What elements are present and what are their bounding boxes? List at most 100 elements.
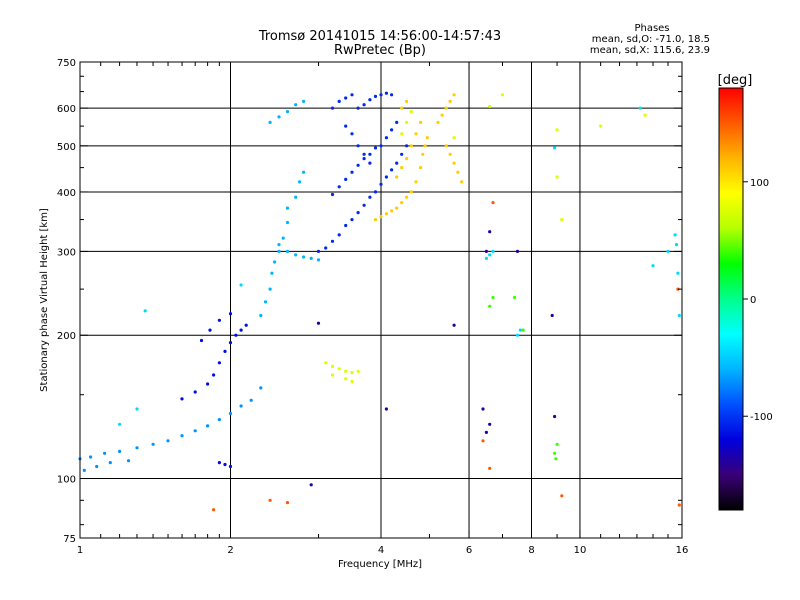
data-point: [217, 418, 221, 422]
data-point: [316, 258, 321, 262]
data-point: [513, 295, 517, 300]
data-point: [344, 369, 348, 373]
data-point: [206, 424, 210, 428]
data-point: [638, 106, 642, 110]
data-point: [281, 236, 285, 240]
x-tick-label: 4: [378, 545, 384, 556]
data-point: [234, 333, 238, 337]
data-point: [294, 103, 298, 107]
data-point: [488, 230, 492, 234]
data-point: [316, 321, 321, 325]
data-point: [228, 411, 233, 416]
data-point: [356, 144, 360, 148]
data-point: [294, 195, 298, 199]
data-point: [440, 113, 444, 117]
data-point: [384, 136, 388, 140]
x-tick-labels: 1 2 4 6 8 10 16: [77, 545, 689, 556]
data-point: [676, 271, 680, 275]
data-point: [223, 462, 227, 467]
data-point: [405, 120, 409, 124]
y-tick-label: 500: [57, 142, 76, 153]
data-point: [460, 180, 464, 184]
data-point: [302, 170, 306, 174]
data-point: [330, 373, 335, 377]
data-point: [350, 370, 354, 375]
data-point: [550, 313, 554, 318]
data-point: [553, 146, 557, 150]
data-point: [405, 195, 409, 199]
data-point: [515, 249, 520, 253]
data-point: [309, 256, 313, 260]
data-point: [356, 163, 360, 167]
data-point: [223, 349, 227, 353]
data-point: [515, 333, 520, 337]
data-point: [337, 185, 341, 189]
y-tick-label: 400: [57, 188, 76, 199]
data-point: [143, 309, 147, 313]
data-point: [285, 220, 290, 225]
data-point: [249, 398, 253, 402]
data-point: [350, 379, 354, 383]
data-point: [208, 328, 212, 332]
data-point: [95, 464, 99, 469]
grid-lines: [80, 62, 682, 538]
data-point: [350, 218, 354, 222]
data-point: [452, 323, 456, 327]
data-point: [444, 106, 448, 110]
data-point: [273, 260, 277, 264]
data-point: [268, 498, 272, 502]
data-point: [409, 144, 413, 148]
data-point: [395, 206, 399, 210]
data-point: [488, 466, 492, 470]
data-point: [425, 136, 429, 140]
data-point: [555, 128, 559, 132]
data-point: [337, 99, 341, 103]
data-point: [350, 170, 354, 174]
data-point: [217, 361, 221, 365]
data-point: [390, 168, 394, 172]
data-points: [78, 91, 681, 512]
data-point: [400, 166, 404, 170]
data-point: [344, 223, 348, 228]
data-point: [400, 106, 404, 110]
data-point: [553, 414, 557, 419]
data-point: [362, 152, 366, 156]
data-point: [228, 312, 233, 316]
data-point: [500, 93, 505, 97]
data-point: [277, 115, 281, 119]
data-point: [206, 382, 210, 386]
data-point: [560, 218, 564, 222]
data-point: [395, 175, 399, 179]
data-point: [239, 404, 243, 408]
axis-ticks: [79, 61, 683, 539]
data-point: [285, 249, 290, 253]
data-point: [212, 373, 216, 377]
data-point: [419, 120, 423, 124]
data-point: [193, 429, 197, 433]
data-point: [244, 323, 248, 327]
data-point: [444, 144, 448, 148]
data-point: [285, 501, 290, 505]
data-point: [302, 255, 306, 259]
data-point: [294, 253, 298, 257]
data-point: [259, 313, 263, 318]
data-point: [350, 93, 354, 97]
data-point: [379, 215, 383, 219]
data-point: [491, 249, 495, 253]
data-point: [344, 177, 348, 181]
data-point: [302, 99, 306, 103]
data-point: [103, 451, 107, 455]
data-point: [199, 338, 204, 343]
data-point: [324, 246, 328, 250]
data-point: [452, 93, 456, 97]
data-point: [484, 256, 488, 260]
data-point: [285, 110, 290, 114]
data-point: [554, 457, 558, 461]
data-point: [379, 182, 383, 186]
x-tick-label: 10: [574, 545, 587, 556]
x-tick-label: 6: [466, 545, 472, 556]
data-point: [368, 98, 372, 102]
data-point: [268, 120, 272, 124]
data-point: [316, 249, 321, 253]
data-point: [384, 407, 388, 411]
